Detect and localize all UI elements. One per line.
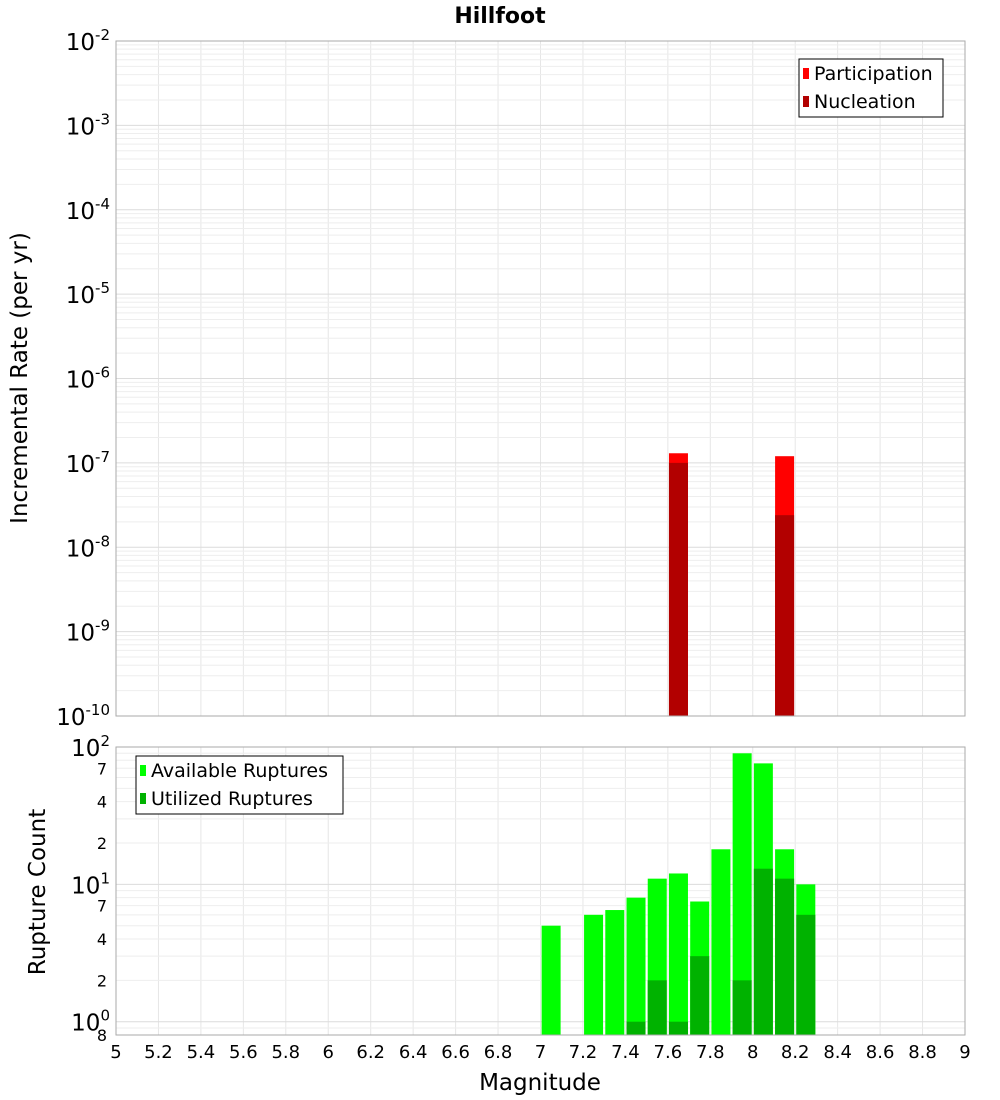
legend-label-utilized: Utilized Ruptures <box>151 788 313 810</box>
x-tick-label: 8.6 <box>866 1042 895 1063</box>
x-axis-title: Magnitude <box>479 1070 601 1096</box>
bottom-bar-available-ruptures <box>605 910 625 1035</box>
x-tick-label: 6.8 <box>484 1042 513 1063</box>
legend-swatch-utilized <box>140 793 146 804</box>
x-tick-label: 6.2 <box>356 1042 385 1063</box>
legend-swatch-participation <box>803 68 809 79</box>
top-y-tick-label: 10-7 <box>66 448 110 478</box>
bottom-legend: Available Ruptures Utilized Ruptures <box>135 755 344 815</box>
top-bars <box>668 453 795 716</box>
x-tick-label: 5.4 <box>187 1042 216 1063</box>
bottom-y-minor-label: 4 <box>97 930 107 949</box>
bottom-y-major-label: 102 <box>71 732 110 762</box>
bottom-bar-available-ruptures <box>668 873 688 1035</box>
bottom-bar-available-ruptures <box>732 753 752 1035</box>
x-tick-label: 7.6 <box>654 1042 683 1063</box>
bottom-bar-utilized-ruptures <box>690 956 710 1035</box>
top-y-tick-label: 10-3 <box>66 110 110 140</box>
x-tick-label: 8.2 <box>781 1042 810 1063</box>
top-bar-nucleation <box>668 462 688 716</box>
x-tick-label: 6.4 <box>399 1042 428 1063</box>
legend-label-participation: Participation <box>814 63 933 85</box>
top-legend-box <box>798 58 944 118</box>
bottom-y-minor-label: 8 <box>97 1026 107 1045</box>
top-y-tick-label: 10-6 <box>66 364 110 394</box>
x-tick-label: 8 <box>747 1042 758 1063</box>
top-y-tick-label: 10-2 <box>66 26 110 56</box>
bottom-y-minor-label: 7 <box>97 897 107 916</box>
top-bar-nucleation <box>775 515 795 716</box>
x-tick-label: 8.4 <box>823 1042 852 1063</box>
bottom-y-minor-label: 2 <box>97 971 107 990</box>
bottom-y-major-label: 100 <box>71 1007 110 1037</box>
legend-label-nucleation: Nucleation <box>814 91 916 113</box>
bottom-y-tick-labels: 102 101 100 7 4 2 7 4 2 8 <box>71 732 110 1045</box>
bottom-plot-frame <box>115 746 966 1036</box>
x-tick-label: 7.8 <box>696 1042 725 1063</box>
bottom-bars <box>541 753 816 1035</box>
bottom-bar-utilized-ruptures <box>732 980 752 1035</box>
top-y-tick-labels: 10-2 10-3 10-4 10-5 10-6 10-7 10-8 10-9 10-10 <box>56 26 110 731</box>
bottom-legend-box <box>135 755 344 815</box>
top-y-tick-label: 10-9 <box>66 617 110 647</box>
bottom-bar-available-ruptures <box>584 914 604 1035</box>
bottom-bar-utilized-ruptures <box>668 1021 688 1035</box>
legend-swatch-nucleation <box>803 96 809 107</box>
x-tick-label: 5 <box>110 1042 121 1063</box>
x-tick-label: 7 <box>535 1042 546 1063</box>
x-tick-label: 5.8 <box>271 1042 300 1063</box>
bottom-bar-utilized-ruptures <box>775 878 795 1035</box>
legend-swatch-available <box>140 765 146 776</box>
x-tick-label: 5.2 <box>144 1042 173 1063</box>
bottom-bar-available-ruptures <box>626 897 646 1035</box>
chart-title: Hillfoot <box>454 4 546 29</box>
top-y-tick-label: 10-5 <box>66 279 110 309</box>
top-y-axis-title: Incremental Rate (per yr) <box>7 232 33 524</box>
x-tick-label: 6.6 <box>441 1042 470 1063</box>
bottom-y-major-label: 101 <box>71 869 110 899</box>
top-legend: Participation Nucleation <box>798 58 944 118</box>
bottom-y-minor-label: 7 <box>97 759 107 778</box>
legend-label-available: Available Ruptures <box>151 760 328 782</box>
top-y-tick-label: 10-4 <box>66 195 110 225</box>
x-tick-labels: 5 5.2 5.4 5.6 5.8 6 6.2 6.4 6.6 6.8 7 7.2 7.4 7.6 7.8 8… <box>110 1042 970 1063</box>
x-tick-label: 7.4 <box>611 1042 640 1063</box>
bottom-y-minor-label: 4 <box>97 793 107 812</box>
bottom-bar-available-ruptures <box>541 925 561 1035</box>
bottom-y-minor-label: 2 <box>97 834 107 853</box>
bottom-y-axis-title: Rupture Count <box>25 809 51 975</box>
top-y-tick-label: 10-10 <box>56 701 110 731</box>
bottom-bar-utilized-ruptures <box>626 1021 646 1035</box>
x-tick-label: 6 <box>323 1042 334 1063</box>
x-tick-label: 9 <box>959 1042 970 1063</box>
bottom-bar-utilized-ruptures <box>796 914 816 1035</box>
top-gridlines <box>116 41 965 716</box>
bottom-bar-utilized-ruptures <box>647 980 667 1035</box>
x-tick-label: 7.2 <box>569 1042 598 1063</box>
top-y-tick-label: 10-8 <box>66 532 110 562</box>
bottom-bar-utilized-ruptures <box>753 868 773 1035</box>
top-plot-frame <box>115 40 966 717</box>
x-tick-label: 8.8 <box>908 1042 937 1063</box>
x-tick-label: 5.6 <box>229 1042 258 1063</box>
bottom-bar-available-ruptures <box>711 849 731 1035</box>
